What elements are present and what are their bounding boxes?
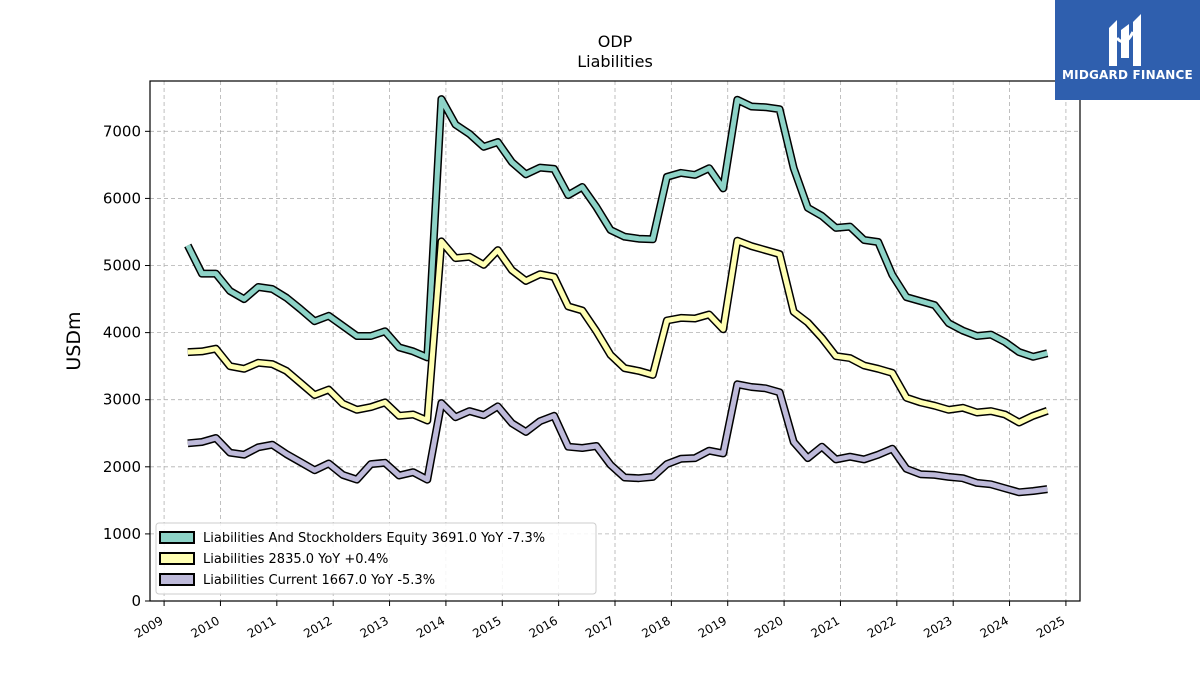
x-tick-label: 2019 <box>696 613 729 640</box>
series-line <box>185 96 1048 360</box>
x-tick-label: 2014 <box>414 613 447 640</box>
y-axis-label: USDm <box>63 311 85 370</box>
chart-subtitle: Liabilities <box>577 52 653 71</box>
x-tick-label: 2023 <box>921 613 954 640</box>
x-tick-label: 2024 <box>978 613 1011 640</box>
logo-mark-icon <box>1109 14 1141 66</box>
series-2 <box>187 236 1049 427</box>
x-tick-label: 2016 <box>527 613 560 640</box>
y-tick-label: 3000 <box>103 391 141 409</box>
brand-logo: MIDGARD FINANCE <box>1055 0 1200 100</box>
x-tick-label: 2022 <box>865 613 898 640</box>
legend-box <box>155 522 597 595</box>
series-line <box>187 238 1049 425</box>
y-tick-label: 5000 <box>103 257 141 275</box>
x-tick-label: 2009 <box>132 613 165 640</box>
series-3 <box>187 380 1048 497</box>
x-tick-label: 2021 <box>809 613 842 640</box>
legend-swatch <box>159 531 195 544</box>
y-tick-label: 0 <box>131 592 141 610</box>
x-tick-label: 2012 <box>301 613 334 640</box>
legend-label: Liabilities Current 1667.0 YoY -5.3% <box>203 573 435 588</box>
x-tick-label: 2018 <box>639 613 672 640</box>
legend-label: Liabilities 2835.0 YoY +0.4% <box>203 552 388 567</box>
legend-label: Liabilities And Stockholders Equity 3691… <box>203 531 545 546</box>
x-tick-label: 2020 <box>752 613 785 640</box>
chart-title: ODP <box>598 32 633 51</box>
y-tick-label: 6000 <box>103 189 141 207</box>
legend-swatch <box>159 573 195 586</box>
x-tick-label: 2013 <box>358 613 391 640</box>
x-tick-label: 2015 <box>470 613 503 640</box>
x-tick-label: 2017 <box>583 613 616 640</box>
series-1 <box>184 95 1049 362</box>
legend-swatch <box>159 552 195 565</box>
series-lines <box>184 95 1049 497</box>
grid <box>150 81 1080 602</box>
y-tick-label: 4000 <box>103 324 141 342</box>
x-tick-label: 2025 <box>1034 613 1067 640</box>
y-tick-label: 2000 <box>103 458 141 476</box>
y-tick-label: 7000 <box>103 122 141 140</box>
logo-text: MIDGARD FINANCE <box>1062 68 1193 82</box>
y-tick-label: 1000 <box>103 525 141 543</box>
x-tick-label: 2010 <box>189 613 222 640</box>
x-tick-label: 2011 <box>245 613 278 640</box>
y-axis: 0 1000 2000 3000 4000 5000 6000 7000 <box>103 122 150 610</box>
legend: Liabilities And Stockholders Equity 3691… <box>155 522 597 595</box>
x-axis: 2009 2010 2011 2012 2013 2014 2015 2016 2017 2018… <box>132 601 1067 641</box>
series-line <box>187 381 1048 495</box>
